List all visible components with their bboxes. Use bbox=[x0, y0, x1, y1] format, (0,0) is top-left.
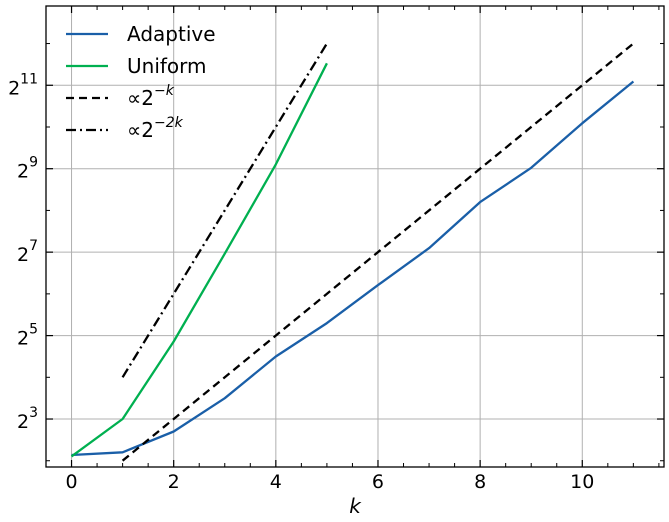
legend: Adaptive Uniform ∝2−k ∝2−2k bbox=[66, 22, 216, 142]
x-tick-label: 10 bbox=[570, 471, 594, 493]
x-axis-label: k bbox=[349, 494, 362, 518]
x-tick-label: 4 bbox=[270, 471, 282, 493]
ticks bbox=[45, 6, 664, 467]
legend-label: ∝2−k bbox=[127, 83, 175, 110]
x-tick-label: 2 bbox=[168, 471, 180, 493]
y-tick-label: 25 bbox=[17, 322, 38, 350]
x-tick-label: 0 bbox=[65, 471, 77, 493]
x-tick-label: 6 bbox=[372, 471, 384, 493]
y-tick-label: 23 bbox=[17, 405, 38, 433]
legend-label: Adaptive bbox=[127, 22, 216, 46]
series-line-3 bbox=[121, 42, 328, 378]
series-line-1 bbox=[70, 62, 328, 458]
legend-label: ∝2−2k bbox=[127, 115, 184, 142]
x-tick-labels: 0 2 4 6 8 10 bbox=[65, 471, 594, 493]
y-tick-labels: 23 25 27 29 211 bbox=[8, 71, 38, 433]
y-tick-label: 29 bbox=[17, 155, 38, 183]
plot-frame bbox=[45, 5, 665, 468]
series-line-2 bbox=[121, 42, 635, 462]
x-tick-label: 8 bbox=[474, 471, 486, 493]
y-tick-label: 27 bbox=[17, 238, 38, 266]
series-line-0 bbox=[71, 80, 635, 457]
y-tick-label: 211 bbox=[8, 71, 38, 99]
grid bbox=[46, 6, 664, 467]
legend-label: Uniform bbox=[127, 54, 207, 78]
series-layer bbox=[70, 42, 635, 462]
